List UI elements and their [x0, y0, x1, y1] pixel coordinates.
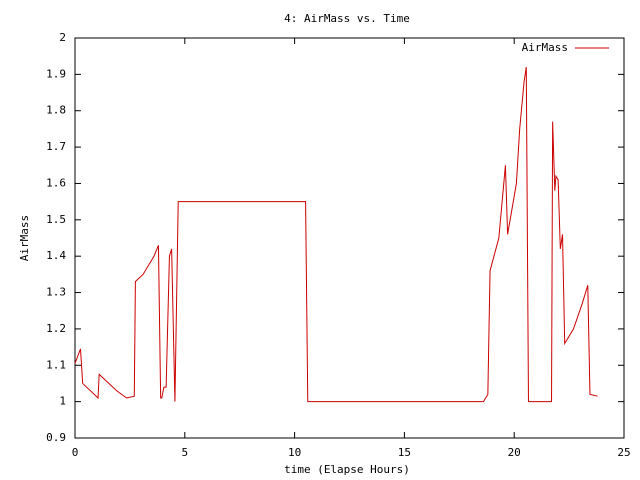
y-tick-label: 1.7: [46, 140, 66, 153]
legend-label: AirMass: [522, 41, 568, 54]
y-axis-label: AirMass: [18, 215, 31, 261]
plot-border: [74, 37, 625, 439]
x-tick-label: 0: [72, 446, 79, 459]
x-tick-label: 5: [181, 446, 188, 459]
x-tick-label: 15: [398, 446, 411, 459]
x-tick-label: 25: [617, 446, 630, 459]
y-tick-label: 1.3: [46, 286, 66, 299]
y-tick-label: 1.4: [46, 249, 66, 262]
y-tick-label: 2: [59, 31, 66, 44]
y-tick-label: 1.1: [46, 358, 66, 371]
y-tick-label: 1.2: [46, 322, 66, 335]
x-axis-label: time (Elapse Hours): [284, 463, 410, 476]
x-tick-label: 20: [508, 446, 521, 459]
chart-title: 4: AirMass vs. Time: [284, 12, 410, 25]
y-tick-label: 1.9: [46, 67, 66, 80]
data-line: [74, 67, 598, 403]
x-tick-label: 10: [288, 446, 301, 459]
y-tick-label: 0.9: [46, 431, 66, 444]
y-tick-label: 1.8: [46, 104, 66, 117]
y-tick-label: 1.5: [46, 213, 66, 226]
y-tick-label: 1.6: [46, 176, 66, 189]
y-tick-label: 1: [59, 395, 66, 408]
